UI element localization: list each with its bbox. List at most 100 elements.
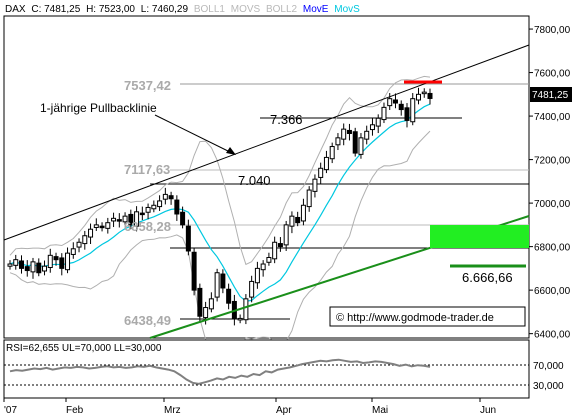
y-axis-labels: 7800,00 7600,00 7400,00 7200,00 7000,00 6800,… [534,25,571,341]
candle-body [59,257,65,269]
candle-body [243,298,249,321]
target-zone-box [430,225,529,248]
candle-body [162,193,168,200]
x-tick-label-5: Jun [480,405,496,416]
header-high: H: 7523,00 [86,4,135,15]
candle-body [272,241,278,260]
candle-body [335,137,341,146]
pullback-arrow-head [226,147,236,155]
candle-body [70,248,76,255]
candle-body [134,211,140,227]
level-7366-label: 7.366 [270,112,303,127]
candle-body [185,225,191,252]
bollinger-upper-band [9,75,431,266]
candle-body [105,222,111,229]
candle-body [208,298,214,310]
candle-body [323,156,329,171]
header-movs: MOVS [231,4,261,15]
candle-body [341,128,347,140]
candle-body [214,272,220,298]
x-tick-label-3: Apr [276,405,292,416]
candle-body [358,137,364,155]
candle-body [111,217,117,222]
copyright-box [329,306,526,327]
candle-body [93,224,99,228]
candle-body [387,98,393,107]
candle-body [151,204,157,210]
y-tick-label-4: 7000,00 [534,199,571,210]
rsi-label: RSI=62,655 UL=70,000 LL=30,000 [6,343,162,354]
last-price-tag [530,87,572,102]
header-low: L: 7460,29 [141,4,189,15]
candle-body [197,287,203,317]
level-7040-label: 7.040 [238,173,271,188]
header-move: MovE [303,4,329,15]
level-6438-label: 6438,49 [124,313,171,328]
candle-body [99,225,105,229]
level-6858-label: 6858,28 [124,219,171,234]
candle-body [65,252,71,271]
pullback-trendline [3,44,530,241]
candle-body [42,265,48,272]
candle-body [364,130,370,140]
candle-body [82,235,88,245]
candle-body [191,251,197,291]
x-tick-label-1: Feb [66,405,84,416]
x-axis-labels: '07 Feb Mrz Apr Mai Jun [3,398,496,416]
candle-body [47,254,53,269]
candle-body [254,267,260,284]
candle-body [404,107,410,121]
y-tick-label-1: 7600,00 [534,69,571,80]
x-tick-label-2: Mrz [164,405,181,416]
candle-body [237,317,243,321]
y-tick-label-0: 7800,00 [534,25,571,36]
header-close: C: 7481,25 [31,4,80,15]
level-6666-label: 6.666,66 [462,270,513,285]
candle-body [19,260,25,269]
candle-body [260,263,266,271]
x-tick-label-4: Mai [372,405,388,416]
candle-body [300,204,306,222]
candle-body [318,167,324,178]
candle-body [174,199,180,215]
candle-body [410,98,416,123]
candle-body [381,106,387,121]
candles [7,87,433,326]
main-plot-frame [3,15,530,339]
candle-body [398,103,404,111]
y-tick-marks [529,28,533,335]
candle-body [116,219,122,222]
rsi-tick-70: 70,000 [533,361,564,372]
candle-body [139,212,145,216]
candle-body [145,206,151,213]
rsi-line [9,358,431,385]
candle-body [283,224,289,246]
candle-body [369,124,375,131]
candle-body [277,243,283,248]
header-movs2: MovS [334,4,360,15]
candle-body [392,99,398,104]
candle-body [30,261,36,273]
candle-body [203,307,209,319]
candle-body [352,131,358,154]
y-tick-label-6: 6600,00 [534,286,571,297]
candle-body [7,263,13,267]
candle-body [53,256,59,261]
candle-body [346,129,352,134]
candle-body [13,259,19,266]
y-tick-label-3: 7200,00 [534,156,571,167]
candle-body [289,215,295,227]
header-boll2: BOLL2 [266,4,298,15]
last-price-label: 7481,25 [532,90,569,101]
candle-body [36,262,42,274]
candle-body [421,91,427,95]
candle-body [128,213,134,226]
y-tick-label-5: 6800,00 [534,243,571,254]
pullback-arrow-line [154,114,233,154]
candle-body [180,211,186,226]
candle-body [415,93,421,101]
y-tick-label-2: 7400,00 [534,112,571,123]
level-7117-label: 7117,63 [124,162,170,177]
candle-body [295,216,301,224]
